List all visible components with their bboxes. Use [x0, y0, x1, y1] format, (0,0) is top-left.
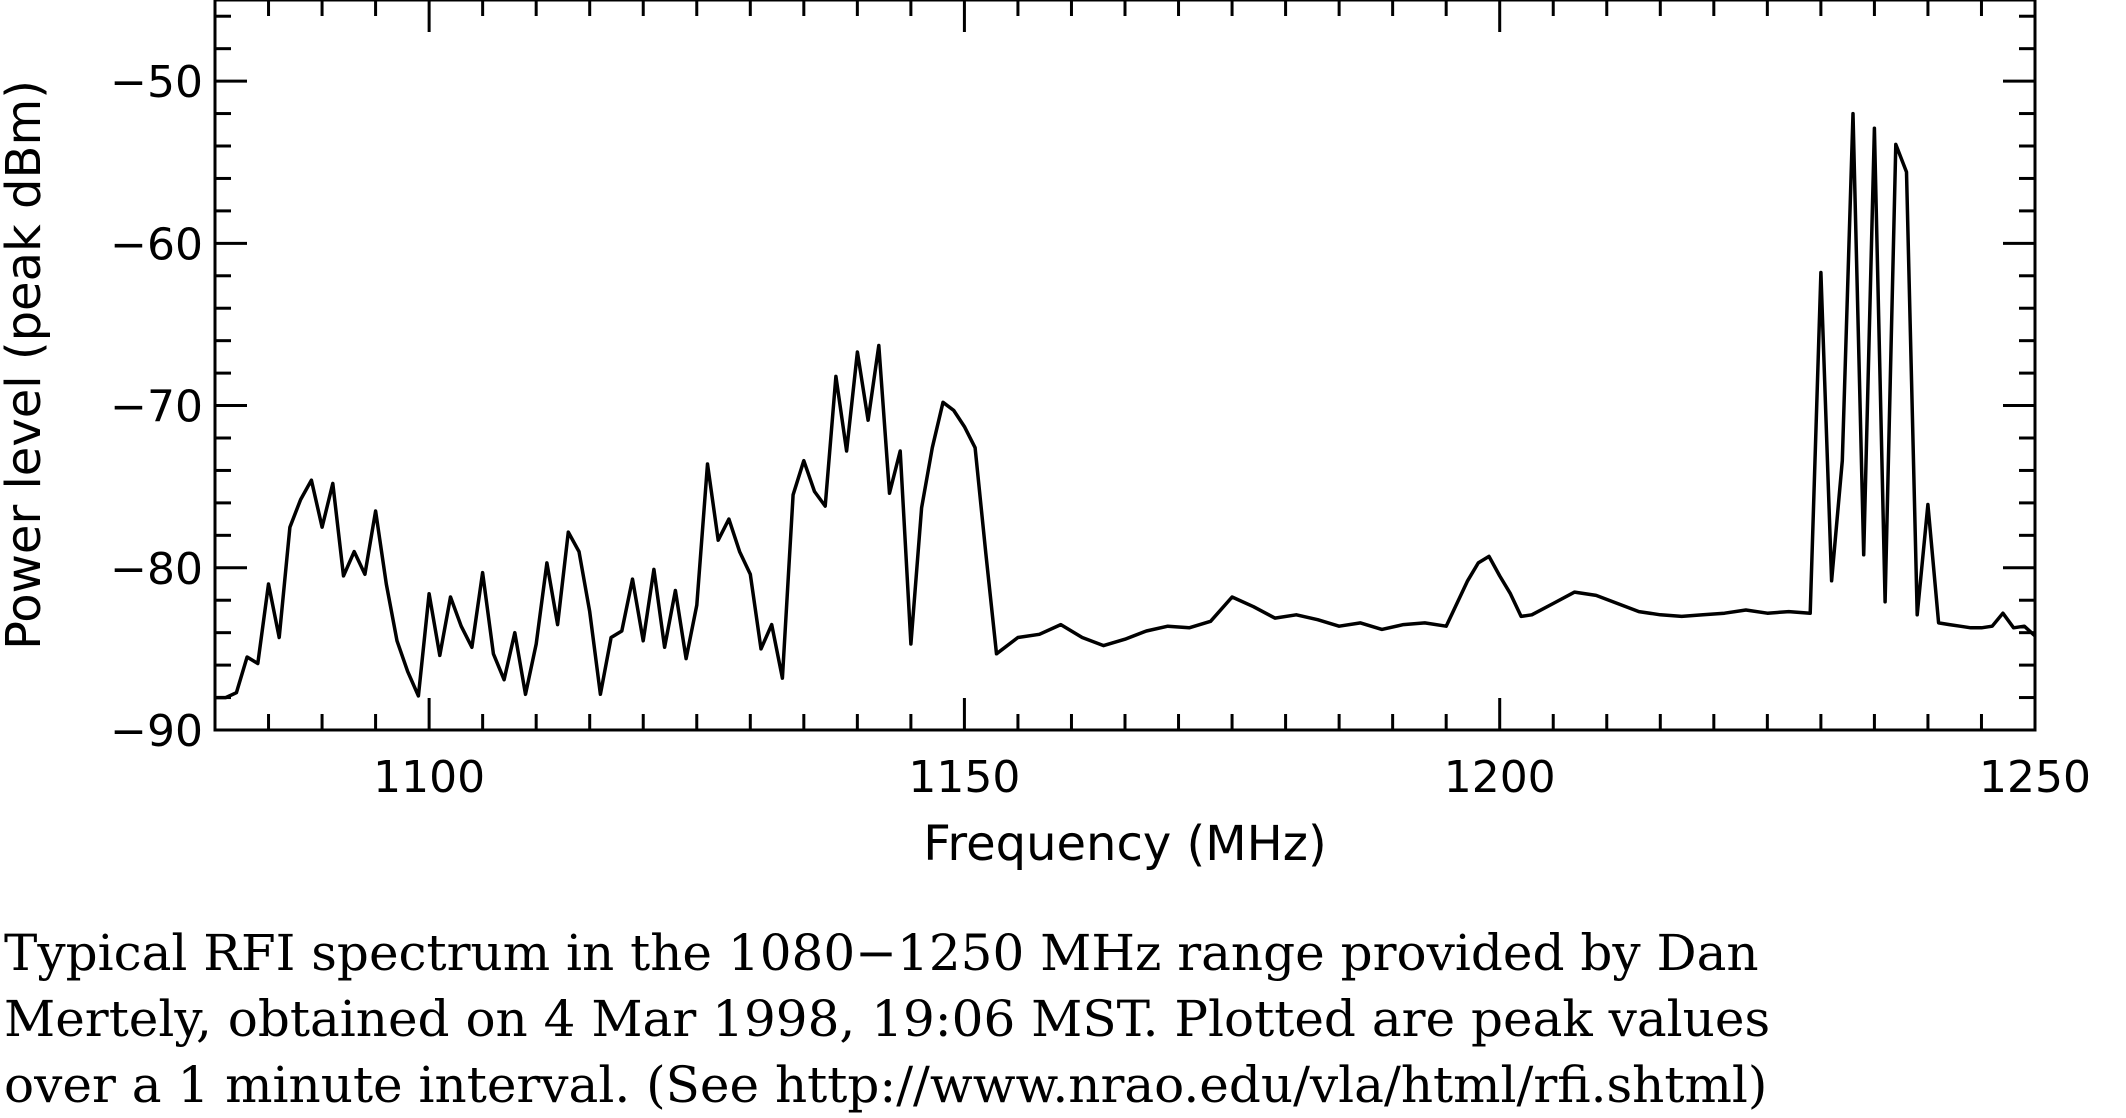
figure-caption: Typical RFI spectrum in the 1080−1250 MH… — [4, 924, 1771, 1114]
y-tick-label: −90 — [110, 706, 203, 757]
y-tick-label: −70 — [110, 382, 203, 433]
x-tick-label: 1150 — [908, 752, 1020, 803]
x-axis-label: Frequency (MHz) — [923, 816, 1326, 872]
x-tick-label: 1200 — [1444, 752, 1556, 803]
y-tick-label: −50 — [110, 57, 203, 108]
y-tick-label: −80 — [110, 544, 203, 595]
y-tick-label: −60 — [110, 219, 203, 270]
axis-tick-labels: 1100 1150 1200 1250 −90 −80 −70 −60 −50 — [110, 57, 2091, 803]
spectrum-line — [215, 111, 2037, 700]
x-tick-label: 1250 — [1979, 752, 2091, 803]
axis-ticks — [213, 0, 2037, 732]
y-axis-label: Power level (peak dBm) — [0, 80, 52, 650]
x-tick-label: 1100 — [373, 752, 485, 803]
